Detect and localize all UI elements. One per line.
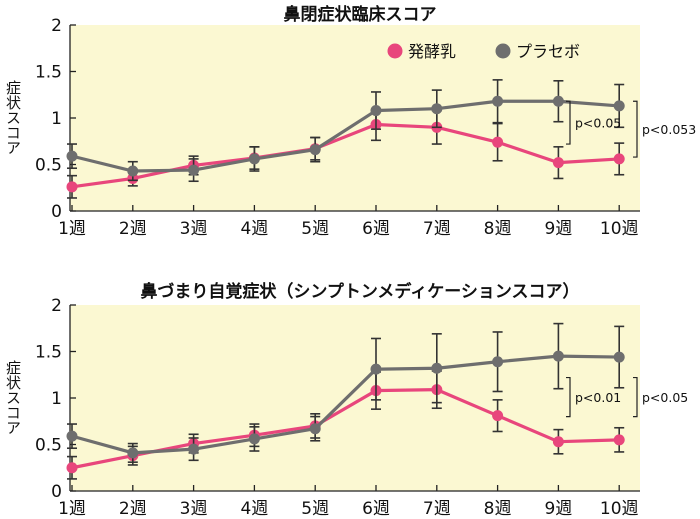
data-point	[370, 105, 382, 117]
legend-marker	[495, 43, 511, 59]
chart-title: 鼻閉症状臨床スコア	[284, 4, 437, 25]
significance-bracket	[566, 100, 571, 145]
x-tick-label: 5週	[301, 499, 329, 519]
p-value-label: p<0.05	[642, 390, 688, 405]
y-tick-label: 1.5	[35, 63, 62, 83]
data-point	[492, 410, 504, 422]
data-point	[613, 100, 625, 112]
legend: 発酵乳 プラセボ	[387, 42, 580, 61]
y-tick-label: 2	[51, 296, 62, 316]
data-point	[613, 351, 625, 363]
data-point	[248, 153, 260, 165]
series-line	[71, 354, 620, 455]
y-tick-label: 1.5	[35, 343, 62, 363]
x-tick-label: 1週	[58, 499, 86, 519]
legend-label: プラセボ	[516, 42, 580, 61]
data-point	[552, 350, 564, 362]
plot-background	[70, 25, 640, 211]
chart-panel-2: 鼻づまり自覚症状（シンプトンメディケーションスコア） 症状スコア 0 0.5 1 1.5 2…	[4, 281, 688, 519]
p-value-label: p<0.01	[575, 390, 621, 405]
x-tick-label: 5週	[301, 219, 329, 239]
data-point	[66, 150, 78, 162]
x-tick-label: 9週	[544, 499, 572, 519]
x-tick-label: 7週	[423, 499, 451, 519]
data-point	[613, 153, 625, 165]
series-line	[71, 99, 620, 173]
y-tick-label: 0	[51, 202, 62, 222]
p-value-label: p<0.05	[575, 116, 621, 131]
data-point	[552, 95, 564, 107]
y-tick-label: 0.5	[35, 156, 62, 176]
y-tick-label: 1	[51, 389, 62, 409]
series-placebo	[66, 322, 625, 463]
x-tick-label: 2週	[119, 219, 147, 239]
y-tick-label: 2	[51, 16, 62, 36]
x-tick-label: 4週	[240, 499, 268, 519]
chart-title: 鼻づまり自覚症状（シンプトンメディケーションスコア）	[140, 281, 579, 302]
y-tick-label: 0.5	[35, 436, 62, 456]
data-point	[431, 103, 443, 115]
data-point	[613, 434, 625, 446]
y-tick-label: 0	[51, 482, 62, 502]
p-value-label: p<0.053	[642, 122, 696, 137]
legend-label: 発酵乳	[408, 42, 456, 61]
data-point	[66, 430, 78, 442]
y-axis-label: 症状スコア	[4, 360, 22, 435]
data-point	[248, 433, 260, 445]
significance-bracket	[633, 376, 638, 418]
significance-bracket	[566, 376, 571, 418]
x-tick-label: 9週	[544, 219, 572, 239]
data-point	[309, 144, 321, 156]
x-tick-label: 3週	[180, 219, 208, 239]
data-point	[552, 157, 564, 169]
y-axis-label: 症状スコア	[4, 80, 22, 155]
x-tick-label: 10週	[600, 499, 639, 519]
x-tick-label: 7週	[423, 219, 451, 239]
x-tick-label: 1週	[58, 219, 86, 239]
significance-annotation: p<0.05	[566, 100, 621, 145]
x-tick-label: 4週	[240, 219, 268, 239]
data-point	[188, 443, 200, 455]
x-tick-label: 6週	[362, 499, 390, 519]
y-tick-label: 1	[51, 109, 62, 129]
plot-background	[70, 305, 640, 491]
x-tick-label: 10週	[600, 219, 639, 239]
data-point	[309, 423, 321, 435]
x-tick-label: 3週	[180, 499, 208, 519]
x-tick-label: 6週	[362, 219, 390, 239]
data-point	[66, 181, 78, 193]
data-point	[127, 165, 139, 177]
data-point	[431, 362, 443, 374]
x-tick-label: 8週	[484, 499, 512, 519]
data-point	[492, 136, 504, 148]
data-point	[127, 447, 139, 459]
x-tick-label: 2週	[119, 499, 147, 519]
significance-bracket	[633, 100, 638, 158]
data-point	[492, 95, 504, 107]
data-point	[188, 164, 200, 176]
legend-marker	[387, 43, 403, 59]
data-point	[370, 363, 382, 375]
data-point	[492, 356, 504, 368]
significance-annotation: p<0.01	[566, 376, 621, 418]
data-point	[66, 462, 78, 474]
significance-annotation: p<0.053	[633, 100, 696, 158]
x-tick-label: 8週	[484, 219, 512, 239]
series-placebo	[66, 79, 625, 183]
significance-annotation: p<0.05	[633, 376, 688, 418]
data-point	[552, 436, 564, 448]
